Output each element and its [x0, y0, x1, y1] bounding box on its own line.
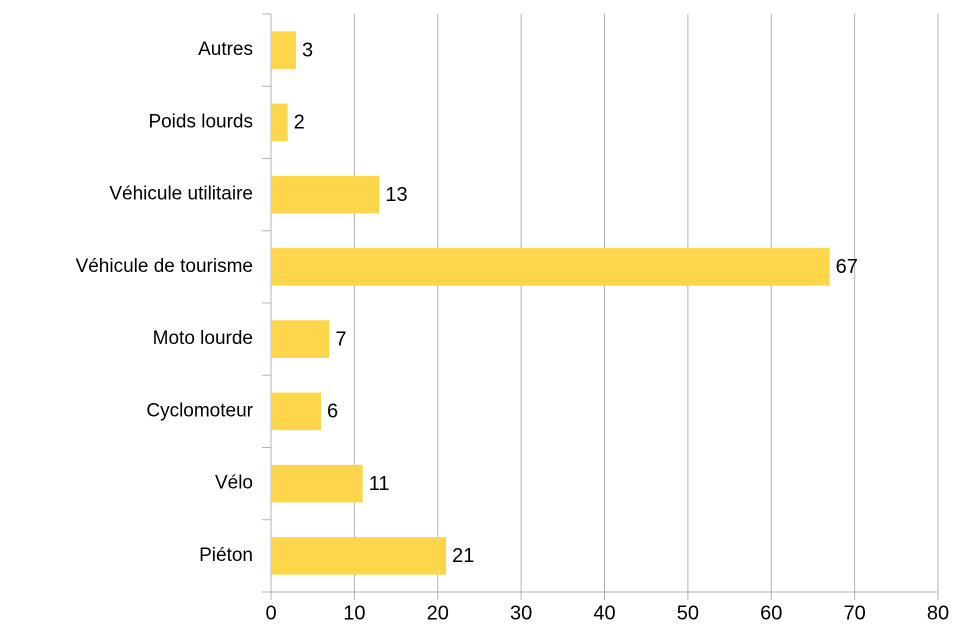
value-label: 6 [327, 401, 338, 423]
y-tick-label: Poids lourds [148, 111, 253, 132]
x-tick-label: 10 [343, 602, 365, 624]
bar [271, 175, 380, 214]
x-tick-label: 30 [510, 602, 532, 624]
x-tick-label: 70 [844, 602, 866, 624]
value-label: 11 [369, 473, 390, 495]
x-tick-label: 40 [593, 602, 615, 624]
x-tick-label: 80 [927, 602, 949, 624]
bar [271, 464, 363, 503]
bar [271, 103, 288, 142]
bar [271, 320, 330, 358]
y-tick-label: Véhicule utilitaire [109, 184, 253, 205]
bar [271, 248, 830, 286]
bar [271, 392, 322, 431]
x-tick-label: 0 [265, 602, 276, 624]
y-tick-label: Piéton [199, 545, 253, 566]
bar [271, 31, 297, 69]
x-tick-label: 20 [427, 602, 449, 624]
y-tick-label: Cyclomoteur [146, 400, 253, 421]
value-label: 7 [335, 328, 346, 350]
x-tick-label: 60 [760, 602, 782, 624]
y-tick-label: Véhicule de tourisme [76, 256, 253, 277]
y-tick-label: Vélo [215, 473, 253, 494]
value-label: 13 [385, 184, 407, 206]
y-tick-label: Autres [198, 39, 253, 60]
value-label: 67 [836, 256, 858, 278]
x-tick-label: 50 [677, 602, 699, 624]
bar [271, 537, 447, 575]
value-label: 2 [294, 112, 305, 134]
y-tick-label: Moto lourde [153, 328, 253, 349]
value-label: 21 [452, 545, 474, 567]
value-label: 3 [302, 39, 313, 61]
